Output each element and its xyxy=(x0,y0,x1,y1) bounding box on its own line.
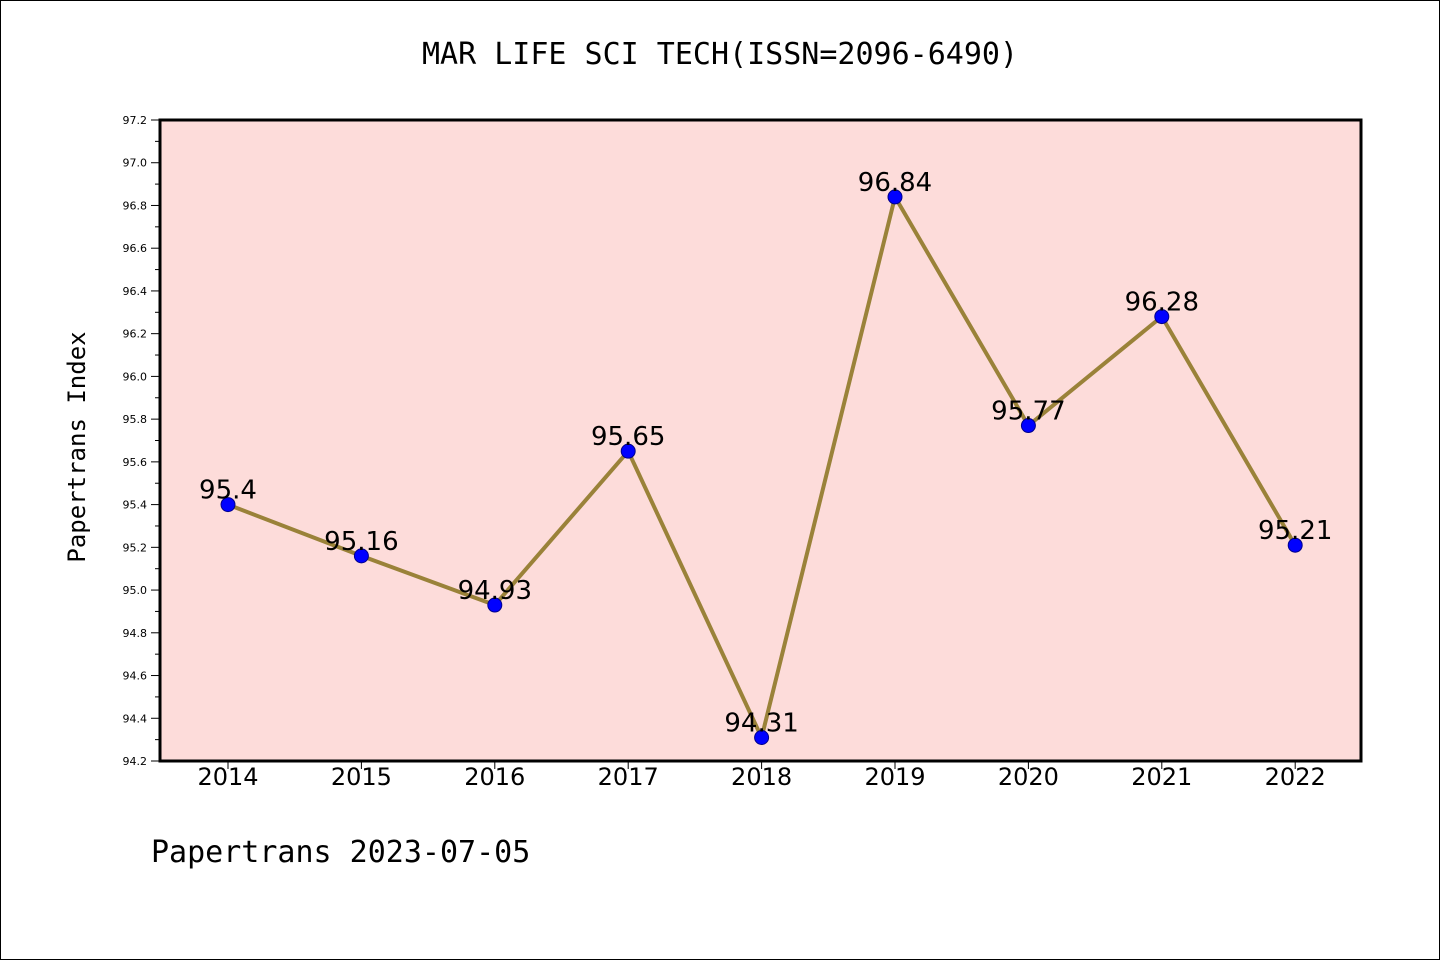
x-tick-label: 2014 xyxy=(197,763,258,791)
y-tick-label: 94.2 xyxy=(123,755,148,768)
x-tick-label: 2015 xyxy=(331,763,392,791)
y-tick-label: 94.8 xyxy=(123,627,148,640)
data-label: 96.84 xyxy=(858,168,932,198)
y-tick-label: 96.6 xyxy=(123,242,148,255)
y-tick-label: 95.6 xyxy=(123,456,148,469)
data-point xyxy=(887,189,903,205)
x-tick-label: 2019 xyxy=(864,763,925,791)
data-label: 95.65 xyxy=(591,422,665,452)
x-tick-label: 2020 xyxy=(998,763,1059,791)
x-tick-label: 2022 xyxy=(1265,763,1326,791)
data-label: 95.21 xyxy=(1258,516,1332,546)
y-tick-label: 96.8 xyxy=(123,199,148,212)
y-tick-label: 97.0 xyxy=(123,157,148,170)
data-point xyxy=(487,597,503,613)
y-tick-label: 94.4 xyxy=(123,712,148,725)
y-tick-label: 95.8 xyxy=(123,413,148,426)
y-tick-label: 96.4 xyxy=(123,285,148,298)
plot-area xyxy=(160,120,1361,761)
data-point xyxy=(620,443,636,459)
y-tick-label: 96.0 xyxy=(123,370,148,383)
x-tick-label: 2018 xyxy=(731,763,792,791)
data-point xyxy=(1020,418,1036,434)
y-tick-label: 97.2 xyxy=(123,114,148,127)
x-tick-label: 2016 xyxy=(464,763,525,791)
plot-frame xyxy=(158,118,1363,763)
data-label: 95.16 xyxy=(324,527,398,557)
data-point xyxy=(220,497,236,513)
y-tick-label: 95.4 xyxy=(123,499,148,512)
data-point xyxy=(353,548,369,564)
data-label: 96.28 xyxy=(1125,288,1199,318)
data-label: 94.93 xyxy=(458,576,532,606)
data-point xyxy=(1287,537,1303,553)
data-label: 95.77 xyxy=(991,397,1065,427)
y-tick-label: 95.0 xyxy=(123,584,148,597)
x-tick-label: 2021 xyxy=(1131,763,1192,791)
footer-note: Papertrans 2023-07-05 xyxy=(151,835,531,870)
data-point xyxy=(1154,309,1170,325)
y-tick-label: 94.6 xyxy=(123,670,148,683)
y-tick-label: 96.2 xyxy=(123,328,148,341)
x-tick-label: 2017 xyxy=(598,763,659,791)
y-tick-label: 95.2 xyxy=(123,541,148,554)
data-label: 95.4 xyxy=(199,476,257,506)
chart-title: MAR LIFE SCI TECH(ISSN=2096-6490) xyxy=(421,37,1019,72)
data-point xyxy=(754,729,770,745)
data-label: 94.31 xyxy=(724,708,798,738)
